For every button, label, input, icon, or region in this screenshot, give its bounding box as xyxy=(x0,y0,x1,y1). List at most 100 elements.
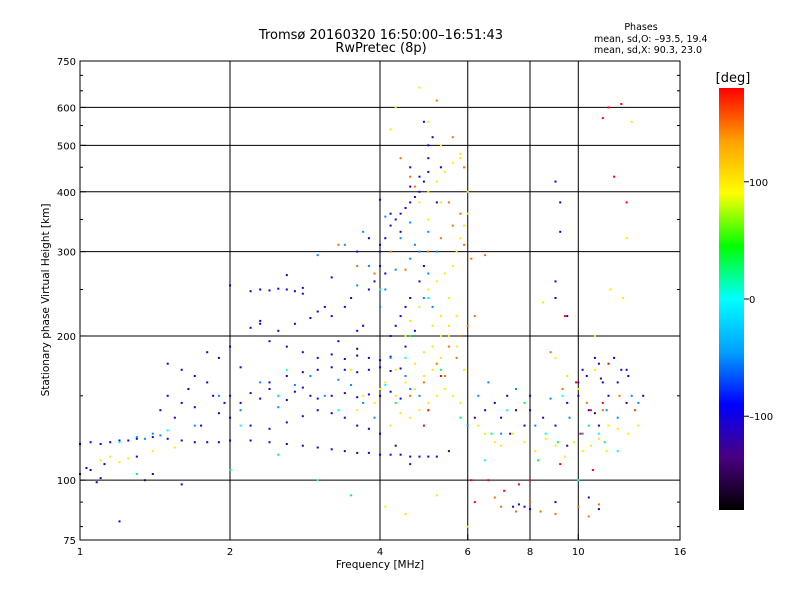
data-point xyxy=(301,351,304,354)
data-point xyxy=(500,505,503,508)
data-point xyxy=(418,394,421,397)
data-point xyxy=(384,272,387,275)
data-point xyxy=(544,437,547,440)
data-point xyxy=(394,268,397,271)
data-point xyxy=(316,446,319,449)
data-point xyxy=(427,218,430,221)
data-point xyxy=(389,250,392,253)
data-point xyxy=(404,375,407,377)
data-point xyxy=(379,388,381,390)
data-point xyxy=(217,394,220,397)
data-point xyxy=(316,356,319,359)
data-point xyxy=(585,375,588,377)
data-point xyxy=(399,237,402,240)
data-point xyxy=(166,394,169,397)
data-point xyxy=(285,345,288,348)
data-point xyxy=(249,392,252,395)
data-point xyxy=(587,424,590,427)
data-point xyxy=(343,243,346,246)
data-point xyxy=(285,368,288,371)
data-point xyxy=(451,136,454,139)
data-point xyxy=(435,250,438,253)
data-point xyxy=(249,439,252,442)
data-point xyxy=(487,479,490,482)
data-point xyxy=(173,446,176,449)
data-point xyxy=(404,335,407,337)
data-point xyxy=(399,212,402,215)
data-point xyxy=(422,265,425,267)
data-point xyxy=(563,315,566,318)
data-point xyxy=(523,505,526,508)
data-point xyxy=(593,335,596,337)
data-point xyxy=(427,120,430,123)
data-point xyxy=(503,489,506,492)
data-point xyxy=(309,317,312,319)
data-point xyxy=(534,450,537,453)
data-point xyxy=(459,157,462,160)
data-point xyxy=(350,297,353,299)
data-point xyxy=(418,455,421,458)
data-point xyxy=(559,463,562,466)
data-point xyxy=(435,362,438,365)
data-point xyxy=(418,175,421,178)
data-point xyxy=(301,415,304,418)
data-point xyxy=(427,288,430,291)
data-point xyxy=(493,441,496,444)
data-point xyxy=(249,424,252,427)
data-point xyxy=(239,409,242,412)
data-point xyxy=(394,106,397,109)
data-point xyxy=(427,190,430,193)
data-point xyxy=(607,106,610,109)
data-point xyxy=(384,381,387,384)
data-point xyxy=(379,432,381,435)
data-point xyxy=(151,436,154,439)
y-tick-label: 400 xyxy=(57,188,76,199)
data-point xyxy=(563,455,566,458)
data-point xyxy=(556,441,559,444)
data-point xyxy=(356,451,359,454)
data-point xyxy=(566,375,569,377)
data-point xyxy=(539,510,542,513)
data-point xyxy=(418,250,421,253)
data-point xyxy=(379,265,381,267)
data-point xyxy=(427,401,430,404)
data-point xyxy=(118,439,121,442)
data-point xyxy=(591,469,594,471)
data-point xyxy=(330,353,333,356)
data-point xyxy=(99,459,102,462)
data-point xyxy=(439,237,442,240)
data-point xyxy=(409,257,412,260)
data-point xyxy=(605,409,608,412)
data-point xyxy=(435,394,438,397)
data-point xyxy=(118,461,121,464)
data-point xyxy=(343,416,346,419)
data-point xyxy=(259,288,262,291)
plot-area: 1 2 4 6 8 10 16 75 100 200 300 400 500 600 750 xyxy=(57,57,686,558)
data-point xyxy=(418,86,421,89)
data-point xyxy=(447,335,450,337)
data-point xyxy=(523,424,526,427)
data-point xyxy=(389,128,392,131)
data-point xyxy=(554,424,557,427)
x-tick-label: 1 xyxy=(77,547,83,558)
data-point xyxy=(259,397,262,400)
data-point xyxy=(581,432,584,435)
data-point xyxy=(404,356,407,359)
x-tick-label: 16 xyxy=(674,547,687,558)
data-point xyxy=(637,424,640,427)
data-point xyxy=(373,416,376,419)
data-point xyxy=(399,230,402,233)
data-point xyxy=(193,406,196,409)
data-point xyxy=(343,358,346,360)
data-point xyxy=(379,394,381,397)
data-point xyxy=(180,439,183,442)
data-point xyxy=(404,305,407,308)
data-point xyxy=(330,315,333,318)
data-point xyxy=(193,375,196,377)
data-point xyxy=(301,444,304,447)
data-point xyxy=(487,381,490,384)
data-point xyxy=(422,351,425,354)
data-point xyxy=(180,368,183,371)
data-point xyxy=(447,201,450,204)
data-point xyxy=(605,450,608,453)
